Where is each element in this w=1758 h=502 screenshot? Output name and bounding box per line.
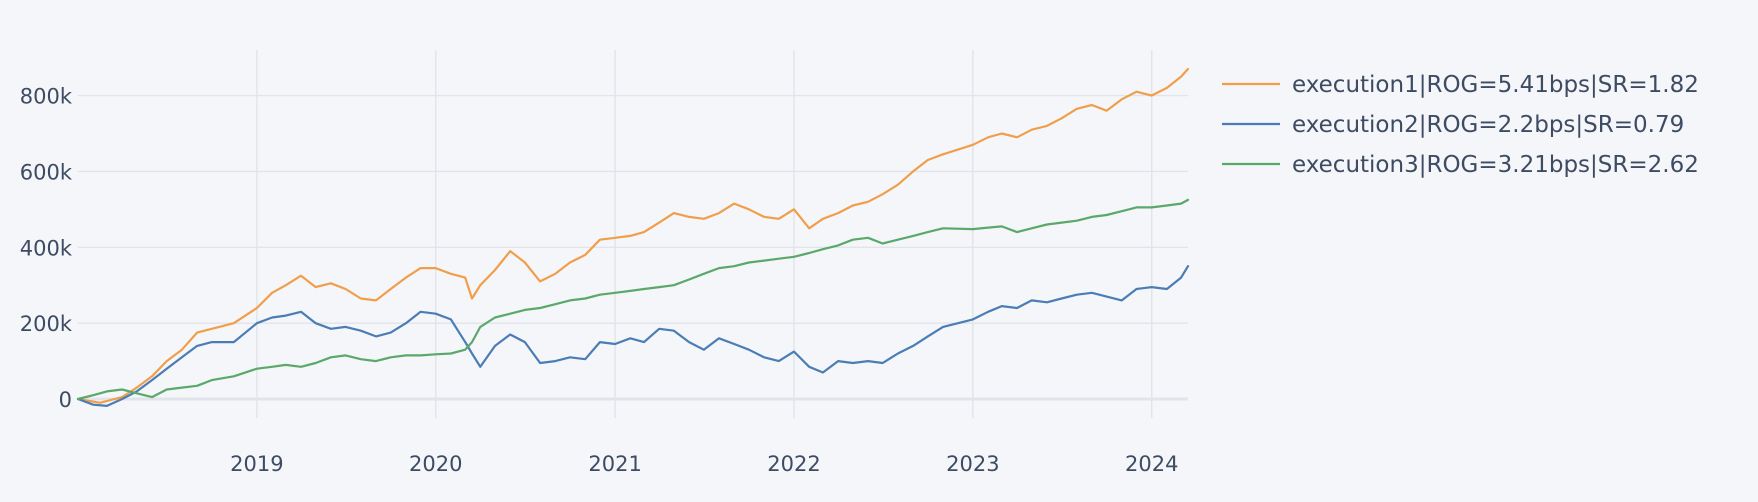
x-tick-label: 2023: [946, 452, 999, 476]
series-line-execution2: [76, 265, 1190, 407]
legend-label: execution3|ROG=3.21bps|SR=2.62: [1292, 152, 1699, 178]
x-axis: 2019 2020 2021 2022 2023 2024: [230, 452, 1178, 476]
legend-label: execution2|ROG=2.2bps|SR=0.79: [1292, 112, 1684, 138]
y-tick-label: 400k: [20, 236, 73, 260]
legend-item-execution2[interactable]: execution2|ROG=2.2bps|SR=0.79: [1222, 112, 1684, 138]
legend[interactable]: execution1|ROG=5.41bps|SR=1.82 execution2…: [1222, 72, 1699, 178]
y-tick-label: 200k: [20, 312, 73, 336]
legend-label: execution1|ROG=5.41bps|SR=1.82: [1292, 72, 1699, 98]
x-tick-label: 2024: [1125, 452, 1178, 476]
y-tick-label: 800k: [20, 85, 73, 109]
series-line-execution3: [76, 198, 1190, 401]
x-tick-label: 2020: [409, 452, 462, 476]
series-line-execution1: [76, 67, 1190, 404]
x-tick-label: 2021: [588, 452, 641, 476]
x-tick-label: 2019: [230, 452, 283, 476]
y-tick-label: 0: [59, 388, 72, 412]
legend-item-execution1[interactable]: execution1|ROG=5.41bps|SR=1.82: [1222, 72, 1699, 98]
y-tick-label: 600k: [20, 160, 73, 184]
grid-layer: [78, 50, 1188, 418]
x-tick-label: 2022: [767, 452, 820, 476]
y-axis: 0 200k 400k 600k 800k: [20, 85, 73, 413]
series-layer: [76, 67, 1190, 407]
legend-item-execution3[interactable]: execution3|ROG=3.21bps|SR=2.62: [1222, 152, 1699, 178]
